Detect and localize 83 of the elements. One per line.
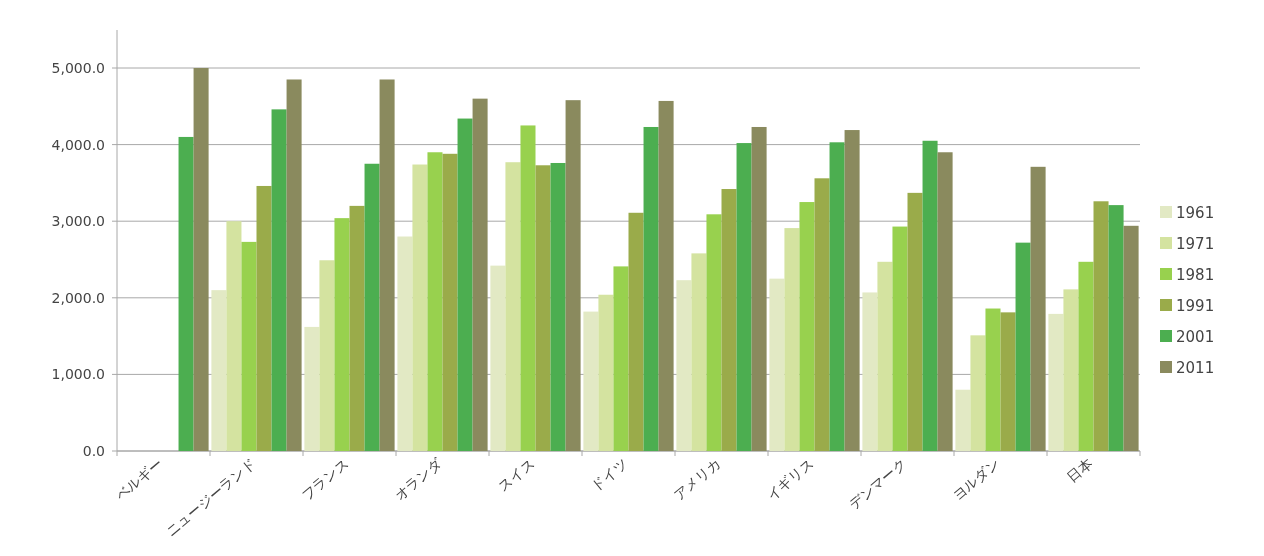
x-tick-label: デンマーク [845, 455, 910, 513]
bar [1063, 289, 1079, 451]
bar [676, 280, 692, 451]
bar [736, 143, 752, 451]
bar [472, 98, 488, 451]
legend-label: 1961 [1176, 204, 1215, 222]
bar [613, 266, 629, 451]
bar [799, 202, 815, 451]
bar [907, 192, 923, 451]
bar [862, 292, 878, 451]
bar [319, 260, 335, 451]
bar [397, 236, 413, 451]
bar [784, 228, 800, 451]
bar [304, 326, 320, 451]
bar [937, 152, 953, 451]
bar [427, 152, 443, 451]
bar [349, 205, 365, 451]
x-tick-label: オランダ [391, 454, 446, 504]
bar [442, 153, 458, 451]
bar [241, 241, 257, 451]
bar [535, 165, 551, 451]
legend-label: 1991 [1176, 297, 1215, 315]
bar [1078, 261, 1094, 451]
x-tick-label: イギリス [763, 455, 817, 504]
legend-label: 1981 [1176, 266, 1215, 284]
bar [256, 185, 272, 451]
bar [691, 253, 707, 451]
bar [844, 130, 860, 451]
bar [457, 118, 473, 451]
bar [628, 212, 644, 451]
bar [814, 178, 830, 451]
bar [751, 126, 767, 451]
bar [1000, 312, 1016, 451]
x-tick-label: ヨルダン [949, 455, 1003, 504]
bar [922, 140, 938, 451]
bar [769, 278, 785, 451]
y-tick-label: 1,000.0 [51, 366, 105, 383]
bar [193, 68, 209, 451]
y-tick-label: 2,000.0 [51, 289, 105, 306]
bar [271, 109, 287, 451]
bar [1123, 225, 1139, 451]
bar [505, 162, 521, 451]
bar [955, 389, 971, 451]
bar [598, 294, 614, 451]
bar [877, 261, 893, 451]
bar [1108, 205, 1124, 451]
bar [550, 162, 566, 451]
x-tick-label: アメリカ [670, 455, 724, 504]
y-tick-label: 3,000.0 [51, 213, 105, 230]
bar [379, 79, 395, 451]
bar [970, 335, 986, 451]
bar [892, 226, 908, 451]
bar [226, 221, 242, 451]
bar [490, 265, 506, 451]
bar [286, 79, 302, 451]
bar [520, 125, 536, 451]
legend-label: 2011 [1176, 359, 1215, 377]
y-tick-label: 0.0 [82, 443, 105, 459]
bar [985, 308, 1001, 451]
bar [1093, 201, 1109, 451]
bar [583, 311, 599, 451]
legend-label: 1971 [1176, 235, 1215, 253]
bar [178, 136, 194, 451]
bar [643, 126, 659, 451]
bar [565, 100, 581, 451]
bar [1030, 166, 1046, 451]
bar [829, 142, 845, 451]
y-tick-label: 4,000.0 [51, 136, 105, 153]
bar [211, 290, 227, 451]
legend-label: 2001 [1176, 328, 1215, 346]
bar [412, 164, 428, 451]
x-tick-label: スイス [494, 455, 538, 495]
bar [721, 189, 737, 451]
bar [364, 163, 380, 451]
y-tick-label: 5,000.0 [51, 60, 105, 76]
bar [1048, 313, 1064, 451]
x-tick-label: フランス [298, 455, 352, 504]
bar [1015, 242, 1031, 451]
x-tick-label: 日本 [1063, 455, 1096, 486]
bar [334, 218, 350, 451]
bar [706, 214, 722, 451]
bar [658, 100, 674, 451]
x-tick-label: ドイツ [587, 455, 631, 495]
